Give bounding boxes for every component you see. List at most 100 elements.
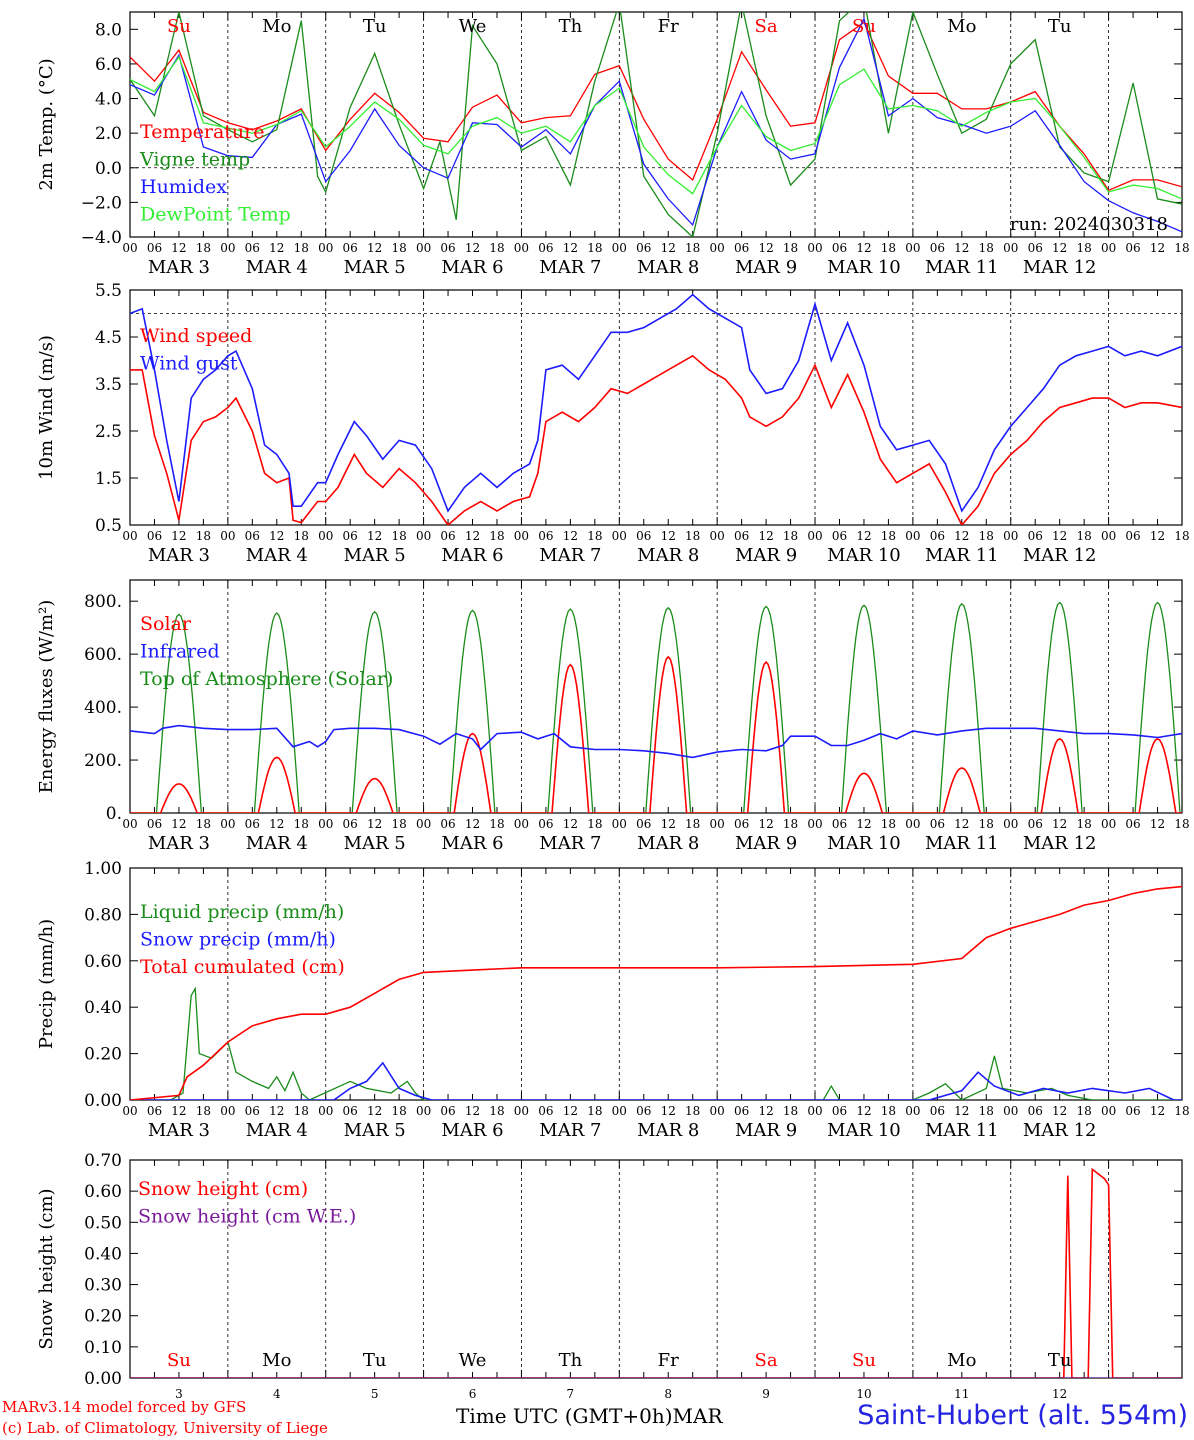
day-of-week-label: We [459,1350,487,1371]
date-label: MAR 9 [735,257,797,278]
y-tick-label: 3.5 [95,375,122,395]
panel-2: 00 06 12 18 00 06 12 18 00 06 12 18 00 06 12 18 00 06 12 18… [36,281,1190,566]
day-number-label: 7 [567,1387,575,1400]
y-tick-label: 4.0 [95,90,122,110]
x-tick-label: 00 [416,241,431,255]
series-line [130,1167,1182,1378]
x-tick-label: 18 [587,817,602,831]
x-tick-label: 00 [416,1104,431,1118]
x-tick-label: 00 [318,817,333,831]
date-label: MAR 6 [441,1120,503,1141]
day-number-label: 4 [273,1387,281,1400]
y-tick-label: 0.50 [84,1213,122,1233]
x-tick-label: 06 [538,1104,553,1118]
plot-frame [129,11,1183,238]
y-tick-label: −2.0 [81,193,122,213]
panel-5: 0.00 0.10 0.20 0.30 0.40 0.50 0.60 0.70 Snow hei… [36,1151,1183,1400]
x-tick-label: 12 [367,1104,382,1118]
x-tick-label: 00 [122,1104,137,1118]
x-tick-label: 00 [1003,529,1018,543]
x-tick-label: 06 [440,241,455,255]
x-tick-label: 06 [147,529,162,543]
x-tick-label: 18 [783,1104,798,1118]
x-tick-label: 06 [636,241,651,255]
date-label: MAR 6 [441,257,503,278]
date-label: MAR 8 [637,1120,699,1141]
date-label: MAR 10 [827,545,901,566]
day-of-week-label: Su [852,1350,876,1371]
day-number-label: 5 [371,1387,379,1400]
y-tick-label: 6.0 [95,55,122,75]
series-line [130,21,1182,192]
date-label: MAR 5 [344,545,406,566]
date-label: MAR 12 [1023,1120,1097,1141]
x-tick-label: 12 [661,241,676,255]
x-tick-label: 00 [710,241,725,255]
x-tick-label: 06 [245,817,260,831]
x-tick-label: 06 [1125,241,1140,255]
y-tick-label: 0.30 [84,1276,122,1296]
y-tick-label: 0.60 [84,1182,122,1202]
day-of-week-label: Tu [1048,1350,1072,1371]
day-of-week-label: Tu [363,16,387,37]
x-tick-label: 06 [832,241,847,255]
series-line [130,885,1182,1100]
date-label: MAR 12 [1023,257,1097,278]
x-axis-title: Time UTC (GMT+0h)MAR [456,1404,723,1428]
y-tick-label: 0. [106,804,122,824]
y-axis-label: 10m Wind (m/s) [36,335,57,480]
x-tick-label: 18 [587,529,602,543]
series-line [130,354,1182,525]
x-tick-label: 06 [1028,241,1043,255]
station-name: Saint-Hubert (alt. 554m) [857,1400,1188,1431]
y-tick-label: 0.00 [84,1369,122,1389]
legend-entry: Snow precip (mm/h) [140,929,336,951]
series-line [130,655,1182,813]
date-label: MAR 6 [441,833,503,854]
x-tick-label: 06 [147,1104,162,1118]
date-label: MAR 7 [539,257,601,278]
x-tick-label: 18 [881,241,896,255]
x-tick-label: 18 [685,817,700,831]
x-tick-label: 00 [318,529,333,543]
y-axis-label: 2m Temp. (°C) [36,58,57,190]
x-tick-label: 12 [954,1104,969,1118]
x-tick-label: 00 [807,1104,822,1118]
x-tick-label: 12 [171,1104,186,1118]
x-tick-label: 06 [734,241,749,255]
day-number-label: 11 [954,1387,969,1400]
x-tick-label: 06 [343,241,358,255]
x-tick-label: 00 [807,817,822,831]
y-tick-label: 200. [84,751,122,771]
x-tick-label: 12 [1150,241,1165,255]
x-tick-label: 00 [710,817,725,831]
y-tick-label: 0.60 [84,952,122,972]
x-tick-label: 06 [1028,1104,1043,1118]
x-tick-label: 12 [954,241,969,255]
x-tick-label: 00 [220,817,235,831]
credit-lab: (c) Lab. of Climatology, University of L… [2,1419,328,1437]
day-of-week-label: Mo [262,1350,291,1371]
y-tick-label: 0.00 [84,1091,122,1111]
date-label: MAR 7 [539,545,601,566]
x-tick-label: 06 [538,529,553,543]
x-tick-label: 12 [1052,817,1067,831]
x-tick-label: 06 [343,529,358,543]
date-label: MAR 9 [735,1120,797,1141]
date-label: MAR 5 [344,833,406,854]
y-tick-label: 2.0 [95,124,122,144]
x-tick-label: 18 [587,1104,602,1118]
x-tick-label: 00 [1101,817,1116,831]
day-number-label: 8 [664,1387,672,1400]
x-tick-label: 06 [832,1104,847,1118]
day-number-label: 10 [856,1387,871,1400]
x-tick-label: 06 [832,529,847,543]
x-tick-label: 12 [465,817,480,831]
legend-entry: Top of Atmosphere (Solar) [140,668,393,690]
y-axis-label: Energy fluxes (W/m²) [36,600,57,794]
x-tick-label: 12 [758,817,773,831]
x-tick-label: 12 [758,1104,773,1118]
y-tick-label: 0.10 [84,1338,122,1358]
x-tick-label: 06 [734,1104,749,1118]
x-tick-label: 18 [783,817,798,831]
